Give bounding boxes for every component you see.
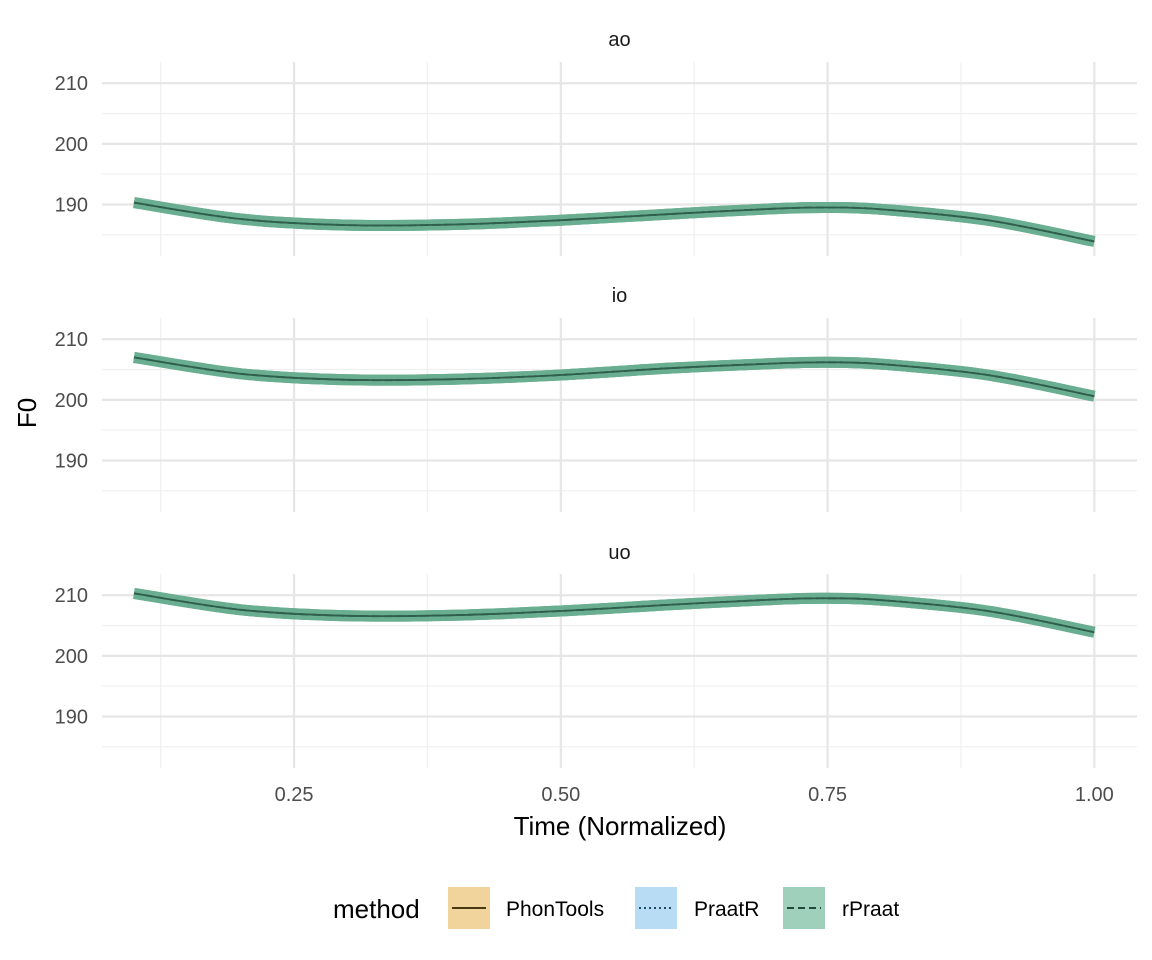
x-axis-title: Time (Normalized): [514, 811, 727, 841]
y-tick-label: 210: [55, 73, 88, 95]
legend-title: method: [333, 894, 420, 924]
y-tick-label: 200: [55, 134, 88, 156]
legend-item-rPraat: rPraat: [783, 887, 899, 929]
y-tick-label: 190: [55, 450, 88, 472]
facet-label-uo: uo: [608, 542, 630, 564]
facet-panels: ao 190 200 210 io 190 200 210 uo 190 200 210: [55, 29, 1137, 768]
facet-label-ao: ao: [608, 29, 630, 51]
y-tick-label: 210: [55, 329, 88, 351]
legend-item-PraatR: PraatR: [635, 887, 759, 929]
series-line-PraatR: [133, 201, 1095, 243]
y-tick-label: 200: [55, 646, 88, 668]
y-tick-label: 210: [55, 585, 88, 607]
facet-panel-ao: ao 190 200 210: [55, 29, 1137, 256]
x-axis: 0.25 0.50 0.75 1.00: [275, 784, 1114, 806]
y-tick-label: 190: [55, 706, 88, 728]
series-line-PraatR: [133, 356, 1095, 398]
series-line-rPraat: [133, 201, 1095, 243]
x-tick-label: 0.25: [275, 784, 314, 806]
series-line-rPraat: [133, 356, 1095, 398]
y-tick-label: 200: [55, 390, 88, 412]
series-line-PraatR: [133, 592, 1095, 634]
x-tick-label: 0.75: [808, 784, 847, 806]
y-axis-title: F0: [12, 398, 42, 428]
series-line-rPraat: [133, 592, 1095, 634]
facet-label-io: io: [612, 285, 628, 307]
legend: method PhonTools PraatR rPraat: [333, 887, 899, 929]
x-tick-label: 1.00: [1075, 784, 1114, 806]
legend-label: rPraat: [842, 898, 899, 921]
facet-panel-uo: uo 190 200 210: [55, 542, 1137, 768]
legend-label: PraatR: [694, 898, 759, 921]
x-tick-label: 0.50: [541, 784, 580, 806]
y-tick-label: 190: [55, 194, 88, 216]
facet-panel-io: io 190 200 210: [55, 285, 1137, 512]
legend-item-PhonTools: PhonTools: [448, 887, 604, 929]
legend-label: PhonTools: [506, 898, 604, 921]
